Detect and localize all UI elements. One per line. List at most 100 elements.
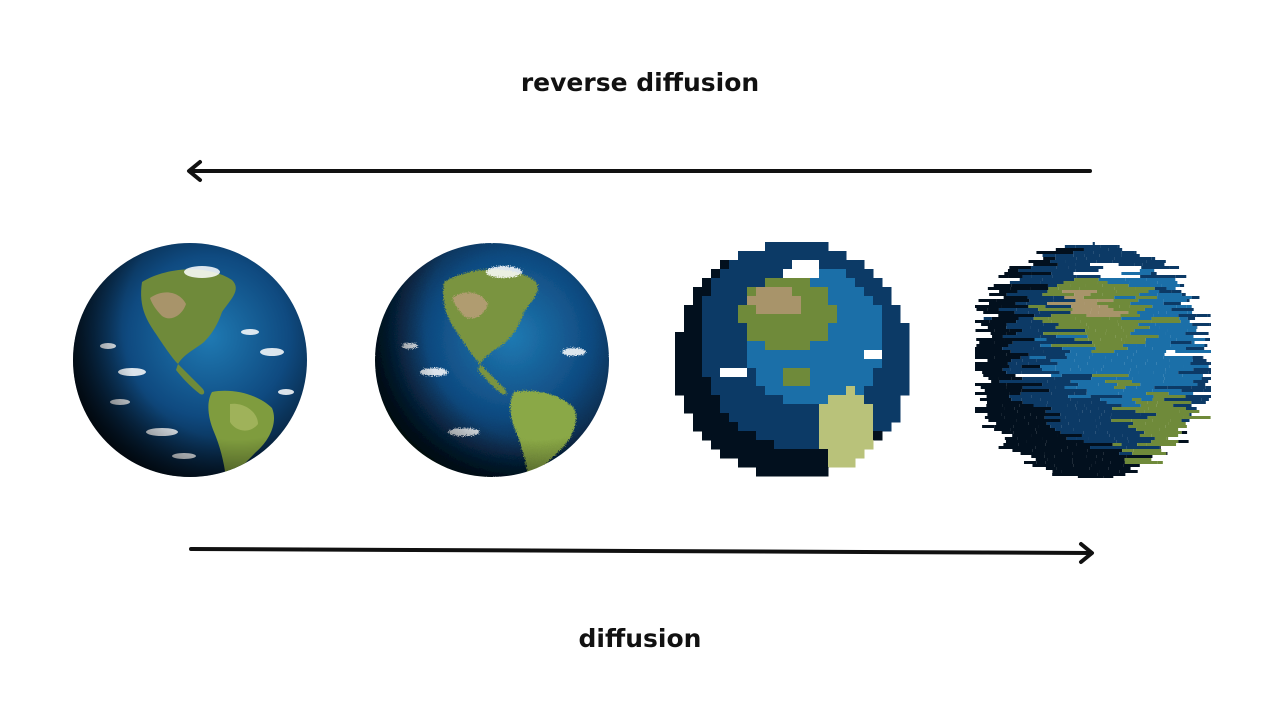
noise-streak xyxy=(998,377,1012,380)
noise-streak xyxy=(1047,380,1071,383)
pixel-block xyxy=(828,431,838,441)
pixel-block xyxy=(873,287,883,297)
noise-streak xyxy=(1110,416,1148,419)
noise-streak xyxy=(1152,347,1186,350)
noise-streak xyxy=(1010,428,1036,431)
noise-streak xyxy=(1091,350,1115,353)
pixel-block xyxy=(711,377,721,387)
noise-streak xyxy=(1142,263,1165,266)
noise-streak xyxy=(1157,296,1192,299)
noise-streak xyxy=(1192,323,1210,326)
noise-streak xyxy=(1051,320,1081,323)
pixel-block xyxy=(819,332,829,342)
noise-streak xyxy=(1096,290,1117,293)
pixel-block xyxy=(819,467,829,477)
pixel-block xyxy=(855,314,865,324)
pixel-block xyxy=(774,269,784,279)
noise-streak xyxy=(1100,245,1118,248)
noise-streak xyxy=(1186,299,1190,302)
pixel-block xyxy=(801,431,811,441)
noise-streak xyxy=(1039,311,1071,314)
noise-streak xyxy=(1084,404,1122,407)
noise-streak xyxy=(1114,257,1152,260)
pixel-block xyxy=(738,332,748,342)
pixel-block xyxy=(801,332,811,342)
noise-streak xyxy=(1052,470,1062,473)
pixel-block xyxy=(810,449,820,459)
noise-streak xyxy=(1056,329,1086,332)
noise-streak xyxy=(988,419,1017,422)
noise-streak xyxy=(1090,311,1099,314)
noise-streak xyxy=(1064,296,1084,299)
noise-streak xyxy=(1161,284,1180,287)
noise-streak xyxy=(1157,401,1192,404)
pixel-block xyxy=(783,305,793,315)
noise-streak xyxy=(1040,344,1052,347)
pixel-block xyxy=(702,368,712,378)
pixel-block xyxy=(873,422,883,432)
noise-streak xyxy=(1051,407,1077,410)
noise-streak xyxy=(1095,329,1107,332)
noise-streak xyxy=(1147,416,1184,419)
pixel-block xyxy=(792,278,802,288)
noise-streak xyxy=(1021,398,1041,401)
pixel-block xyxy=(765,440,775,450)
noise-streak xyxy=(1066,356,1090,359)
noise-streak xyxy=(1119,452,1133,455)
pixel-block xyxy=(900,368,910,378)
noise-streak xyxy=(987,359,1012,362)
noise-streak xyxy=(1026,302,1048,305)
pixel-block xyxy=(738,314,748,324)
noise-streak xyxy=(1084,302,1098,305)
streak-noise xyxy=(975,242,1211,478)
noise-streak xyxy=(990,332,1007,335)
noise-streak xyxy=(1020,392,1052,395)
noise-streak xyxy=(1180,320,1190,323)
noise-streak xyxy=(976,338,1005,341)
pixel-block xyxy=(765,359,775,369)
noise-streak xyxy=(1075,245,1101,248)
noise-streak xyxy=(1128,374,1164,377)
noise-streak xyxy=(1036,461,1046,464)
noise-streak xyxy=(1181,431,1188,434)
noise-streak xyxy=(1055,368,1071,371)
pixel-block xyxy=(738,305,748,315)
noise-streak xyxy=(1170,335,1194,338)
noise-streak xyxy=(1152,398,1165,401)
noise-streak xyxy=(1031,434,1058,437)
noise-streak xyxy=(1076,275,1101,278)
noise-streak xyxy=(1163,356,1193,359)
noise-streak xyxy=(1070,350,1092,353)
pixel-block xyxy=(846,458,856,468)
noise-streak xyxy=(1076,443,1113,446)
pixel-block xyxy=(810,422,820,432)
noise-streak xyxy=(1090,395,1123,398)
pixel-block xyxy=(783,440,793,450)
pixel-block xyxy=(756,305,766,315)
noise-streak xyxy=(998,314,1035,317)
pixel-block xyxy=(864,386,874,396)
noise-streak xyxy=(1101,368,1131,371)
noise-streak xyxy=(1099,254,1122,257)
pixel-block xyxy=(756,422,766,432)
pixel-block xyxy=(873,314,883,324)
noise-streak xyxy=(1006,371,1022,374)
pixel-block xyxy=(765,386,775,396)
noise-streak xyxy=(1057,362,1088,365)
noise-streak xyxy=(1114,296,1136,299)
pixel-block xyxy=(855,323,865,333)
pixel-block xyxy=(801,449,811,459)
noise-streak xyxy=(1121,254,1140,257)
noise-streak xyxy=(1151,440,1179,443)
noise-streak xyxy=(1052,473,1081,476)
noise-streak xyxy=(1022,401,1048,404)
pixel-block xyxy=(765,251,775,261)
noise-streak xyxy=(996,299,1030,302)
diffusion-label: diffusion xyxy=(578,624,702,653)
pixel-block xyxy=(810,260,820,270)
noise-streak xyxy=(1077,476,1104,478)
noise-streak xyxy=(1182,374,1203,377)
noise-streak xyxy=(1010,287,1031,290)
pixel-block xyxy=(792,260,802,270)
pixel-block xyxy=(747,413,757,423)
